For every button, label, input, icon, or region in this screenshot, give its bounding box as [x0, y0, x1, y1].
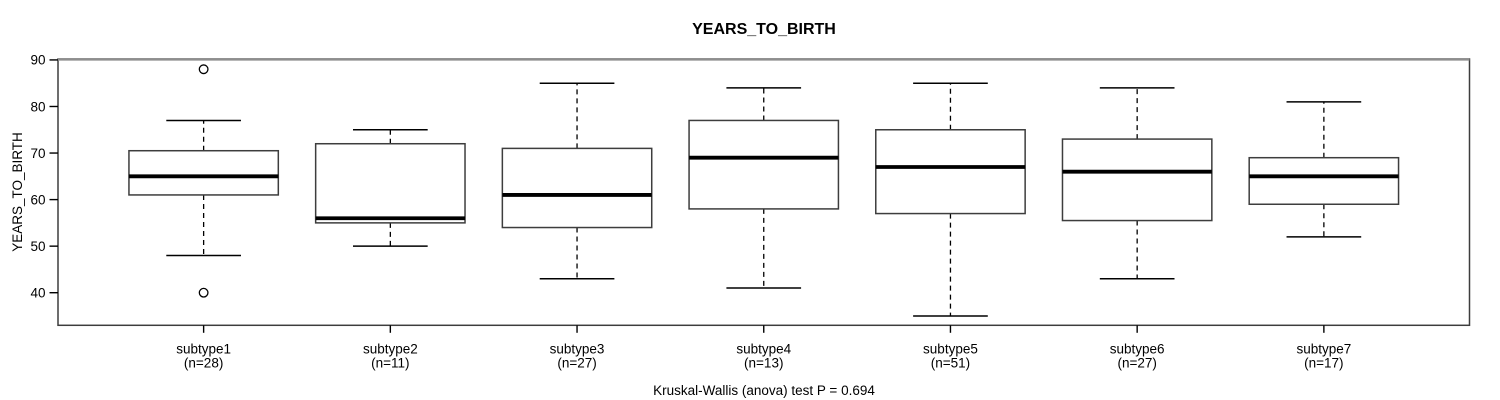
x-tick-label: subtype4	[736, 342, 791, 357]
stat-test-annotation: Kruskal-Wallis (anova) test P = 0.694	[653, 383, 875, 398]
outlier-point	[198, 64, 209, 75]
x-tick-label: subtype7	[1296, 342, 1351, 357]
y-tick-label: 60	[30, 192, 45, 207]
iqr-box	[1061, 138, 1213, 222]
y-tick-label: 90	[30, 53, 45, 68]
x-tick-label: subtype1	[176, 342, 231, 357]
x-tick-sublabel: (n=27)	[1117, 356, 1156, 371]
iqr-box	[1248, 156, 1400, 206]
boxplot-group-subtype7: subtype7(n=17)	[1248, 101, 1400, 371]
boxplot-group-subtype5: subtype5(n=51)	[875, 82, 1026, 371]
x-tick-sublabel: (n=17)	[1304, 356, 1343, 371]
boxplot-group-subtype4: subtype4(n=13)	[688, 87, 840, 371]
outlier-point	[198, 287, 209, 298]
iqr-box	[688, 119, 840, 210]
iqr-box	[501, 147, 653, 229]
x-tick-label: subtype3	[550, 342, 605, 357]
y-tick-label: 40	[30, 286, 45, 301]
y-tick-label: 50	[30, 239, 45, 254]
chart-title: YEARS_TO_BIRTH	[692, 21, 836, 38]
x-tick-label: subtype6	[1110, 342, 1165, 357]
x-tick-sublabel: (n=28)	[184, 356, 223, 371]
y-tick-label: 80	[30, 99, 45, 114]
iqr-box	[128, 149, 280, 196]
x-tick-label: subtype2	[363, 342, 418, 357]
x-tick-sublabel: (n=11)	[371, 356, 409, 371]
iqr-box	[875, 129, 1026, 215]
x-tick-label: subtype5	[923, 342, 978, 357]
boxplot-group-subtype2: subtype2(n=11)	[314, 129, 466, 371]
boxplot-group-subtype1: subtype1(n=28)	[128, 64, 280, 371]
x-tick-sublabel: (n=27)	[557, 356, 596, 371]
boxplot-group-subtype3: subtype3(n=27)	[501, 82, 653, 371]
x-tick-sublabel: (n=13)	[744, 356, 783, 371]
boxplot-group-subtype6: subtype6(n=27)	[1061, 87, 1213, 371]
y-tick-label: 70	[30, 146, 45, 161]
x-tick-sublabel: (n=51)	[931, 356, 970, 371]
iqr-box	[314, 142, 466, 224]
